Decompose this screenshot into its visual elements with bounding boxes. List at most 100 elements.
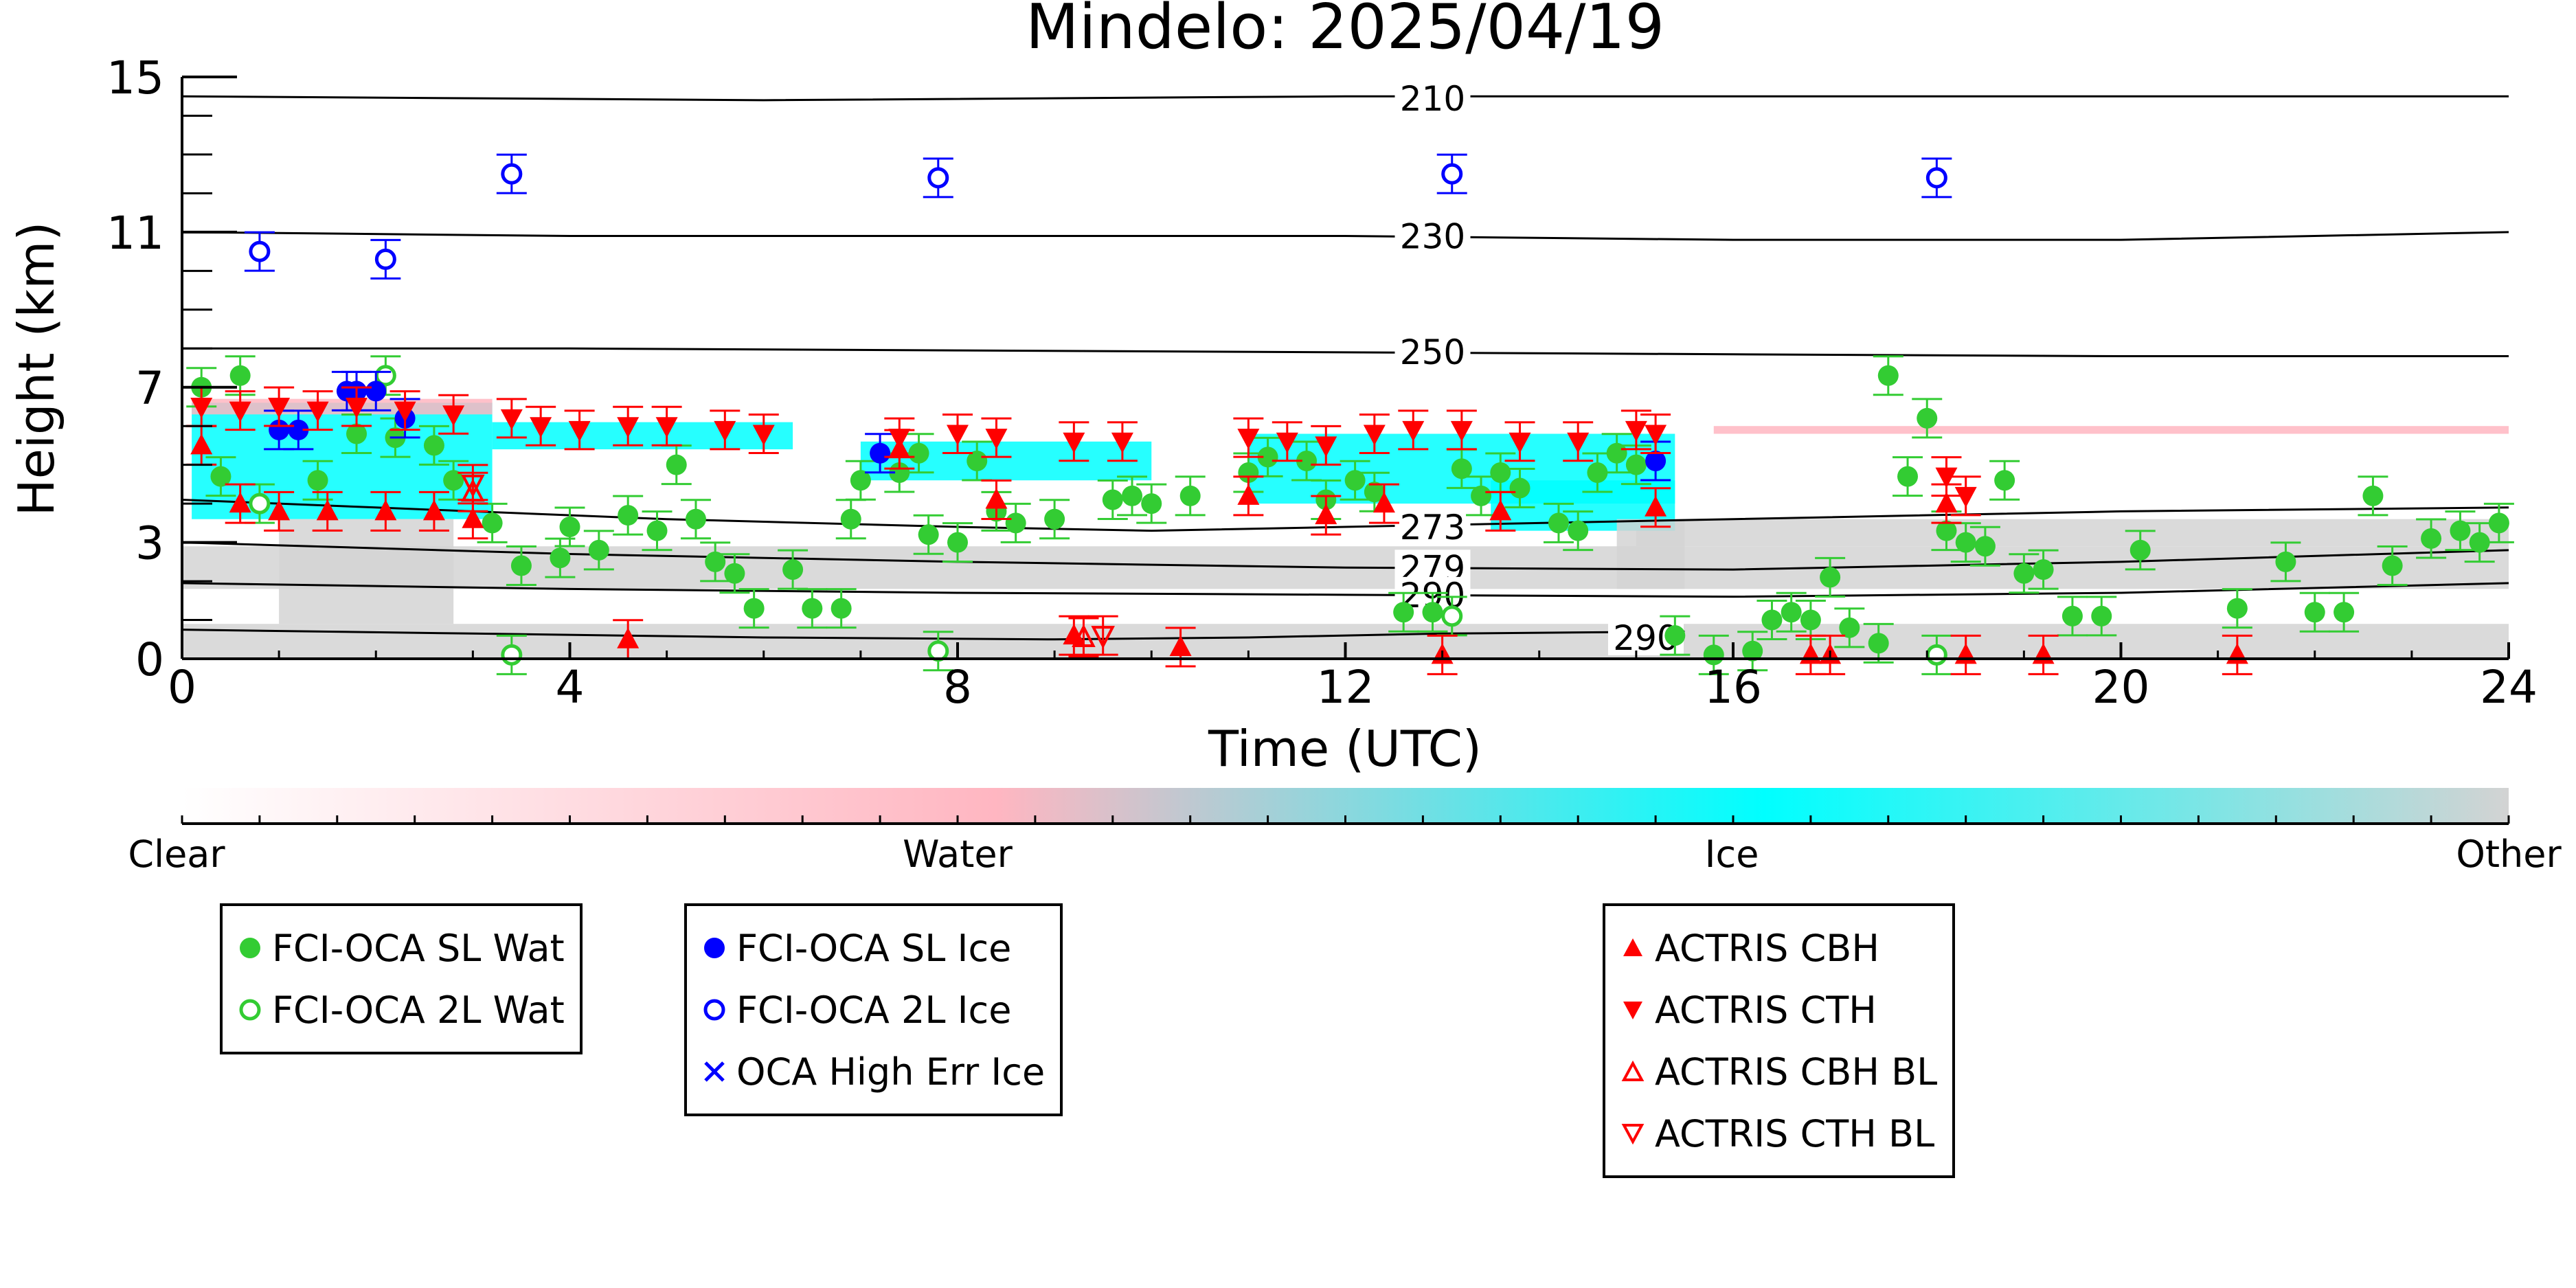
y-tick-label: 11 — [106, 207, 164, 260]
data-point — [1063, 624, 1085, 645]
data-point — [2362, 485, 2384, 506]
data-point — [918, 524, 939, 545]
data-point — [1044, 508, 1065, 530]
colorbar-label-clear: Clear — [128, 833, 225, 876]
data-point — [1102, 489, 1123, 510]
curtain-block — [1713, 426, 2509, 434]
data-point — [190, 433, 213, 455]
x-tick-label: 4 — [556, 661, 585, 714]
data-point — [1063, 432, 1085, 453]
y-axis-label: Height (km) — [8, 222, 65, 517]
data-point — [655, 417, 678, 438]
data-point — [1315, 504, 1337, 525]
legend-item-cbh-bl: ACTRIS CBH BL — [1620, 1041, 1937, 1103]
data-point — [1645, 451, 1667, 472]
open-triangle-down-icon — [1621, 1124, 1645, 1145]
data-point — [646, 520, 668, 541]
curtain-block — [1616, 519, 1685, 589]
data-point — [1509, 432, 1531, 453]
open-triangle-up-icon — [1621, 1060, 1645, 1081]
data-point — [1364, 482, 1385, 503]
data-point — [462, 507, 484, 528]
data-point — [666, 454, 687, 475]
legend-label: ACTRIS CTH BL — [1655, 1111, 1935, 1155]
data-point — [1935, 492, 1958, 513]
data-point — [752, 425, 775, 446]
x-tick-label: 24 — [2480, 661, 2538, 714]
data-point — [1954, 486, 1977, 508]
contour-line — [182, 347, 2509, 358]
data-point — [559, 517, 580, 538]
legend-item-cbh: ACTRIS CBH — [1620, 917, 1937, 979]
x-tick-label: 0 — [168, 661, 196, 714]
data-point — [288, 419, 309, 440]
contour-label: 273 — [1400, 508, 1465, 547]
data-point — [1664, 625, 1686, 646]
data-point — [985, 429, 1008, 450]
data-point — [2061, 605, 2083, 626]
data-point — [1490, 462, 1511, 483]
open-circle-icon — [239, 999, 261, 1021]
data-point — [1994, 470, 2015, 491]
data-point — [374, 499, 397, 521]
filled-circle-icon — [704, 938, 725, 958]
contour-line — [182, 629, 1685, 641]
data-point — [870, 442, 891, 464]
data-point — [307, 470, 328, 491]
legend-item-cth: ACTRIS CTH — [1620, 979, 1937, 1041]
data-point — [1393, 602, 1414, 623]
background-curtain — [182, 398, 2509, 659]
data-point — [1955, 532, 1976, 553]
data-point — [840, 508, 861, 530]
data-point — [947, 532, 968, 553]
data-point — [1238, 462, 1259, 483]
data-point — [1344, 470, 1366, 491]
data-point — [705, 551, 726, 572]
data-point — [1781, 602, 1802, 623]
contour-line — [182, 582, 2509, 598]
triangle-up-icon — [1623, 938, 1642, 956]
data-point — [268, 397, 291, 418]
data-point — [306, 401, 329, 422]
data-point — [802, 598, 823, 619]
data-point — [1005, 512, 1026, 534]
data-point — [1141, 493, 1162, 515]
data-point — [1567, 432, 1590, 453]
data-point — [443, 470, 464, 491]
data-point — [1917, 407, 1938, 429]
contour-label-bg — [1394, 218, 1471, 254]
data-point — [618, 505, 639, 526]
data-point — [947, 425, 969, 446]
data-point — [889, 462, 910, 483]
contour-line — [182, 231, 2509, 241]
data-point — [316, 499, 339, 521]
data-point — [1276, 432, 1298, 453]
colorbar-label-other: Other — [2456, 833, 2562, 876]
data-point — [1925, 644, 1947, 666]
data-point — [967, 451, 988, 472]
data-point — [1761, 609, 1783, 631]
data-point — [1237, 484, 1260, 505]
data-point — [249, 493, 271, 515]
contour-line — [182, 541, 2509, 571]
data-point — [2091, 605, 2112, 626]
data-point — [365, 381, 387, 402]
data-point — [1877, 365, 1899, 386]
data-point — [346, 423, 368, 444]
data-point — [1111, 432, 1133, 453]
legend-label: ACTRIS CBH BL — [1655, 1050, 1938, 1094]
chart-title: Mindelo: 2025/04/19 — [1026, 0, 1664, 63]
data-point — [530, 417, 552, 438]
contour-label: 210 — [1400, 79, 1465, 119]
data-point — [1925, 167, 1947, 189]
legend-item-sl-ice: FCI-OCA SL Ice — [702, 917, 1045, 979]
data-point — [1742, 640, 1763, 662]
data-point — [2304, 602, 2325, 623]
x-tick-label: 12 — [1317, 661, 1375, 714]
triangle-down-icon — [1623, 1002, 1642, 1019]
legend-label: FCI-OCA 2L Ice — [736, 988, 1012, 1032]
data-point — [2275, 551, 2296, 572]
data-point — [1363, 425, 1386, 446]
legend-label: ACTRIS CBH — [1655, 926, 1879, 970]
data-point — [1441, 163, 1463, 185]
